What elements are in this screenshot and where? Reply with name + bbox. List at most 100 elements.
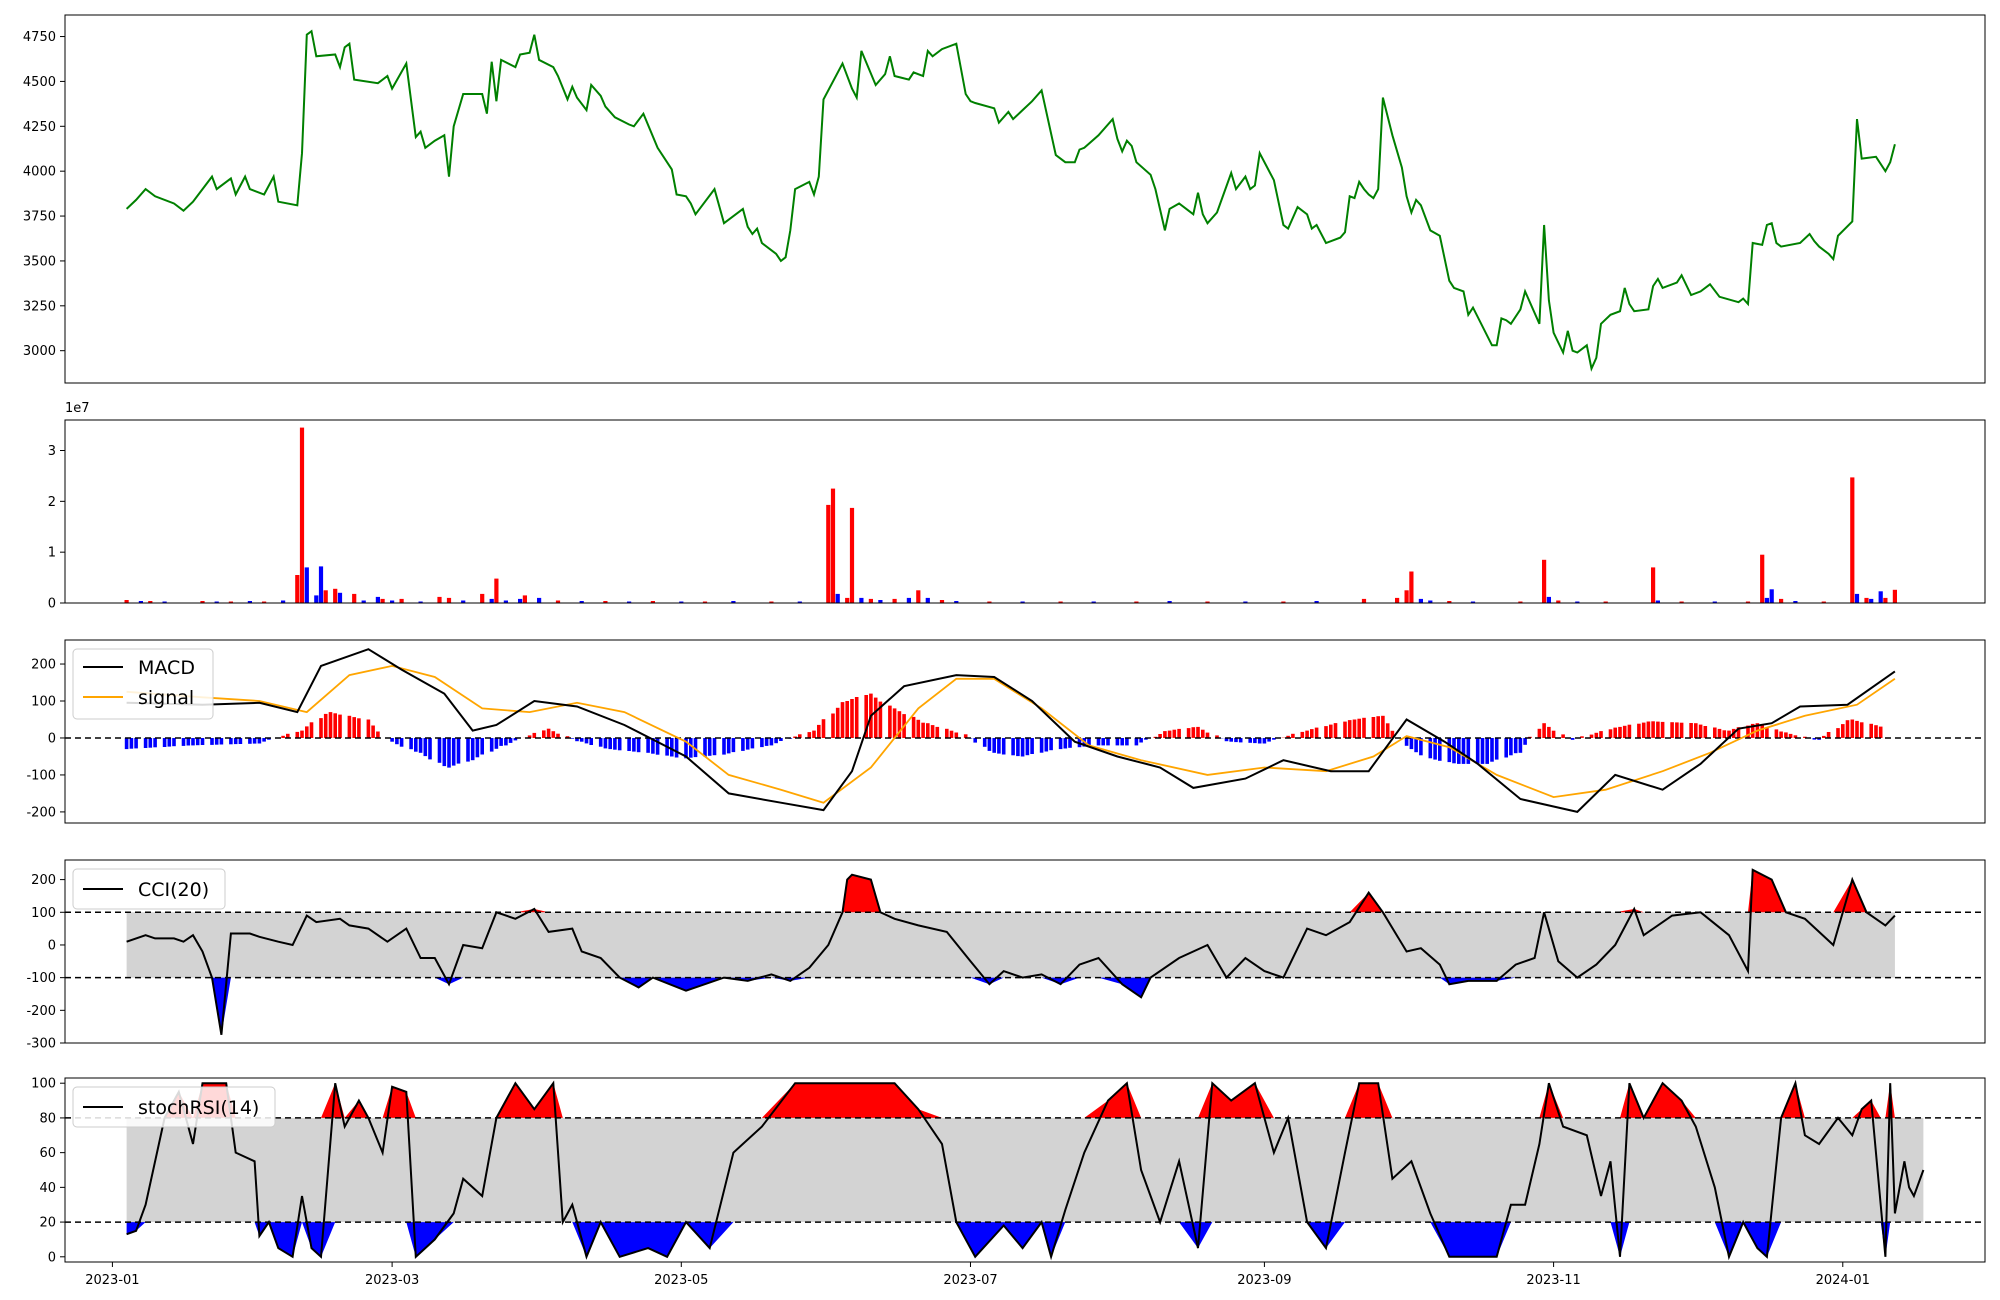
volume-bar-up: [769, 601, 774, 603]
macd-hist-bar: [1765, 727, 1769, 738]
macd-hist-bar: [1878, 726, 1883, 738]
volume-bar-down: [1428, 600, 1433, 603]
macd-hist-bar: [252, 738, 257, 744]
volume-bar-down: [247, 601, 252, 603]
macd-hist-bar: [987, 738, 992, 751]
macd-hist-bar: [897, 711, 902, 738]
macd-hist-bar: [1812, 738, 1817, 740]
volume-bar-down: [314, 595, 319, 603]
macd-hist-bar: [689, 738, 693, 758]
macd-hist-bar: [399, 738, 404, 747]
volume-bar-down: [537, 597, 542, 603]
volume-bar-up: [939, 600, 945, 603]
macd-hist-bar: [1513, 738, 1518, 754]
macd-hist-bar: [1490, 738, 1494, 762]
price-y-tick-label: 3000: [23, 344, 56, 359]
macd-hist-bar: [831, 713, 835, 738]
macd-hist-bar: [954, 732, 959, 738]
volume-bar-down: [925, 597, 930, 603]
macd-hist-bar: [1803, 736, 1807, 738]
volume-bar-down: [461, 600, 466, 603]
price-y-tick-label: 4000: [23, 165, 56, 180]
macd-hist-bar: [850, 699, 854, 738]
macd-hist-bar: [812, 730, 816, 738]
macd-hist-bar: [328, 712, 333, 738]
macd-hist-bar: [1352, 719, 1357, 738]
volume-bar-down: [954, 601, 959, 603]
volume-bar-down: [138, 601, 143, 603]
macd-y-tick-label: 100: [31, 695, 56, 710]
volume-bar-up: [1409, 571, 1414, 603]
macd-hist-bar: [1608, 729, 1613, 738]
macd-hist-bar: [1826, 732, 1831, 738]
volume-bar-up: [380, 598, 385, 603]
macd-hist-bar: [1215, 735, 1219, 738]
macd-hist-bar: [693, 738, 698, 758]
macd-hist-bar: [674, 738, 679, 758]
macd-panel: -200 -100 0 100 200 MACD signal: [26, 639, 1986, 824]
macd-hist-bar: [627, 738, 631, 751]
macd-hist-bar: [632, 738, 636, 752]
volume-bar-down: [835, 593, 840, 603]
cci-legend-label: CCI(20): [138, 879, 209, 901]
volume-bar-up: [1058, 601, 1063, 603]
macd-hist-bar: [1049, 738, 1053, 751]
volume-y-tick-label: 1: [48, 546, 56, 561]
volume-bar-down: [1655, 600, 1660, 603]
macd-hist-bar: [892, 708, 897, 738]
macd-hist-bar: [143, 738, 148, 748]
macd-hist-bar: [219, 738, 224, 745]
macd-hist-bar: [1101, 738, 1105, 746]
volume-bar-up: [702, 601, 708, 603]
macd-y-tick-label: -200: [26, 805, 56, 820]
stochrsi-frame: [64, 1077, 1986, 1263]
macd-hist-bar: [1371, 717, 1376, 738]
stochrsi-y-tick-label: 40: [39, 1181, 56, 1196]
macd-hist-bar: [1257, 738, 1262, 744]
macd-hist-bar: [584, 738, 589, 744]
macd-hist-bar: [532, 732, 537, 738]
macd-hist-bar: [1841, 724, 1845, 738]
macd-hist-bar: [451, 738, 456, 766]
macd-hist-bar: [504, 738, 508, 746]
cci-y-ticks: -300 -200 -100 0 100 200: [26, 873, 65, 1052]
macd-hist-bar: [442, 738, 447, 767]
volume-offset-label: 1e7: [65, 401, 90, 416]
macd-hist-bar: [1551, 730, 1556, 738]
price-frame: [64, 14, 1986, 384]
volume-bar-up: [826, 504, 831, 603]
macd-hist-bar: [1475, 738, 1480, 764]
macd-hist-bar: [774, 738, 778, 744]
volume-bar-down: [797, 601, 802, 603]
volume-bar-up: [555, 600, 561, 603]
volume-bar-down: [1793, 601, 1798, 603]
macd-hist-bar: [480, 738, 484, 755]
volume-bar-down: [518, 598, 523, 603]
cci-y-tick-label: 100: [31, 906, 56, 921]
x-tick-label: 2023-11: [1526, 1273, 1580, 1288]
stochrsi-legend-box: [72, 1086, 276, 1128]
macd-hist-bar: [418, 738, 423, 753]
macd-hist-bar: [570, 738, 575, 739]
macd-hist-bar: [1087, 738, 1091, 746]
volume-bar-up: [1821, 601, 1826, 603]
macd-hist-bar: [1793, 735, 1798, 738]
macd-hist-bar: [428, 738, 432, 760]
macd-hist-bar: [1357, 718, 1361, 738]
stochrsi-legend-label: stochRSI(14): [138, 1097, 259, 1119]
macd-hist-bar: [731, 738, 736, 753]
volume-bar-down: [1020, 601, 1025, 603]
macd-hist-bar: [575, 738, 579, 742]
macd-hist-bar: [456, 738, 461, 764]
macd-hist-bar: [527, 735, 532, 738]
volume-bars: [124, 427, 1897, 603]
cci-legend: CCI(20): [72, 868, 226, 910]
macd-hist-bar: [1016, 738, 1020, 757]
macd-hist-bar: [921, 722, 925, 738]
macd-legend-label: MACD: [138, 657, 195, 679]
cci-y-tick-label: -200: [26, 1004, 56, 1019]
macd-hist-bar: [172, 738, 176, 747]
macd-hist-bar: [1096, 738, 1101, 746]
volume-bar-up: [868, 598, 873, 603]
